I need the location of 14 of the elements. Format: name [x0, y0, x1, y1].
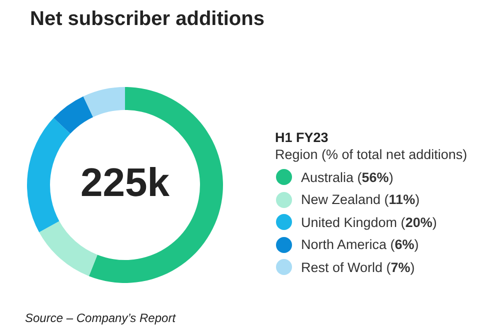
legend-label: Rest of World (7%) [301, 260, 415, 275]
donut-slice [27, 118, 70, 232]
donut-slice [39, 221, 98, 276]
legend-title: H1 FY23 [275, 130, 330, 145]
legend-label: North America (6%) [301, 237, 419, 252]
source-note: Source – Company’s Report [25, 311, 176, 325]
legend-label: United Kingdom (20%) [301, 214, 437, 230]
legend-label: Australia (56%) [301, 170, 394, 185]
text: Region (% of total net additions) [275, 147, 468, 162]
chart-title: Net subscriber additions [30, 8, 264, 31]
legend-label: New Zealand (11%) [301, 192, 420, 208]
text: 225k [80, 160, 170, 206]
donut-slice [83, 87, 125, 118]
donut-slice [54, 96, 94, 134]
